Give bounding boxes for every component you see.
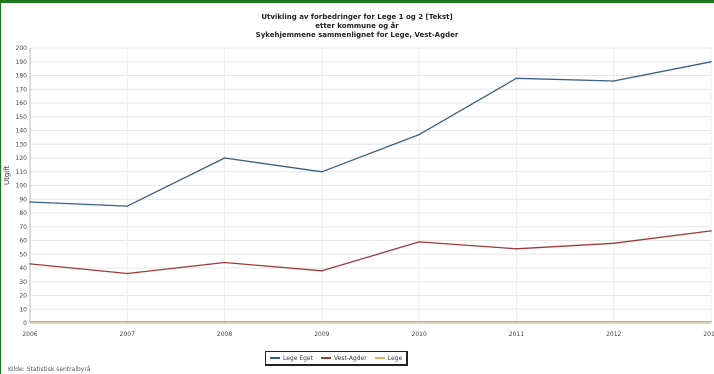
series-2-point	[710, 230, 712, 232]
series-1-point	[321, 170, 323, 173]
y-tick-label: 40	[19, 265, 27, 272]
legend-item: Lege Eget	[270, 355, 313, 362]
series-3-point	[223, 320, 226, 323]
series-2-point	[29, 263, 31, 265]
legend-label: Lege Eget	[283, 354, 313, 362]
series-3-point	[321, 320, 323, 323]
series-1-point	[29, 201, 31, 203]
series-2-point	[515, 247, 518, 250]
series-2-point	[126, 272, 129, 275]
series-2-point	[612, 242, 615, 245]
y-tick-label: 60	[19, 238, 27, 245]
chart-title: Utvikling av forbedringer for Lege 1 og …	[0, 13, 714, 40]
x-tick-label: 2007	[120, 331, 135, 338]
series-1-point	[126, 205, 129, 207]
y-tick-label: 0	[23, 320, 27, 327]
series-3-point	[418, 320, 420, 323]
x-tick-label: 2012	[606, 331, 621, 338]
series-3-point	[29, 320, 31, 323]
y-tick-label: 200	[16, 45, 28, 52]
series-3-point	[710, 320, 712, 323]
y-tick-label: 90	[19, 196, 27, 203]
y-tick-label: 10	[19, 306, 27, 313]
series-3-point	[612, 320, 615, 323]
x-tick-label: 2009	[314, 331, 329, 338]
y-tick-label: 140	[16, 128, 28, 135]
series-1-point	[223, 157, 226, 159]
chart-title-line-3: Sykehjemmene sammenlignet for Lege, Vest…	[255, 31, 459, 39]
x-tick-label: 2010	[412, 331, 427, 338]
y-tick-label: 150	[16, 114, 28, 121]
x-tick-label: 2011	[509, 331, 524, 338]
chart-legend: Lege Eget Vest-Agder Lege	[265, 351, 409, 366]
series-2-point	[223, 261, 226, 264]
series-2-point	[418, 241, 420, 243]
y-tick-label: 170	[16, 86, 28, 93]
legend-swatch	[320, 357, 331, 359]
series-1-point	[612, 80, 615, 82]
y-tick-label: 100	[16, 183, 28, 190]
y-tick-label: 20	[19, 293, 27, 300]
legend-swatch	[374, 357, 385, 359]
y-tick-label: 180	[16, 73, 28, 80]
y-tick-label: 120	[16, 155, 28, 162]
legend-item: Vest-Agder	[320, 354, 367, 362]
x-tick-label: 2006	[22, 331, 37, 338]
legend-label: Lege	[387, 354, 403, 362]
series-line-2	[29, 230, 712, 275]
source-footnote: Kilde: Statistisk sentralbyrå	[8, 366, 91, 373]
legend-label: Vest-Agder	[333, 354, 367, 362]
x-tick-label: 2008	[217, 331, 232, 338]
series-3-point	[515, 320, 518, 323]
y-tick-label: 70	[19, 224, 27, 231]
chart-title-line-2: etter kommune og år	[315, 22, 399, 30]
series-line-1	[29, 61, 712, 207]
series-1-point	[515, 77, 518, 80]
series-2-point	[321, 269, 323, 272]
y-tick-label: 80	[19, 210, 27, 217]
series-3-point	[126, 320, 129, 323]
chart-title-line-1: Utvikling av forbedringer for Lege 1 og …	[261, 13, 453, 21]
y-tick-label: 160	[16, 100, 28, 107]
series-1-point	[710, 60, 712, 63]
y-tick-label: 30	[19, 279, 27, 286]
y-tick-label: 110	[16, 169, 28, 176]
y-tick-label: 190	[16, 59, 28, 66]
legend-item: Lege	[374, 354, 403, 362]
legend-swatch	[270, 357, 280, 359]
y-tick-label: 50	[19, 251, 27, 258]
y-tick-label: 130	[16, 141, 28, 148]
series-1-point	[418, 133, 420, 136]
